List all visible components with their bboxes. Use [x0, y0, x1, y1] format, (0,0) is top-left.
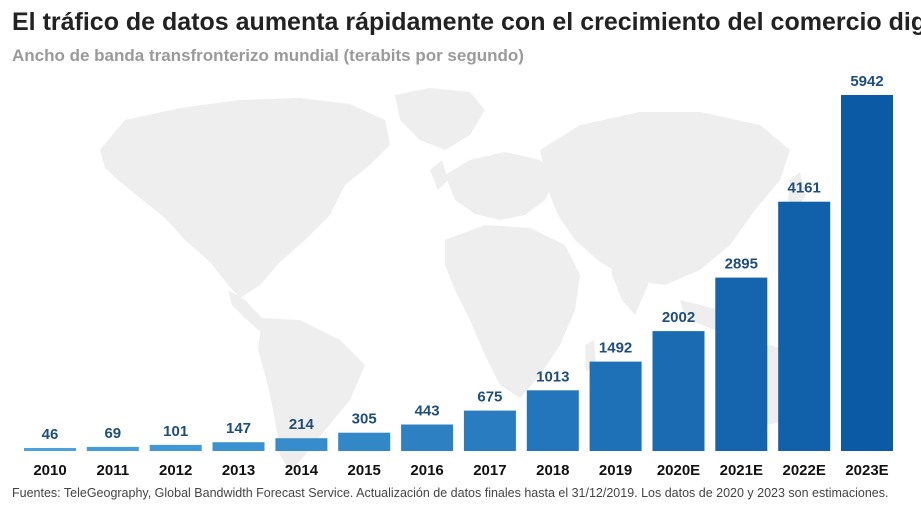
- tick-label-2013: 2013: [222, 462, 255, 479]
- bar-2012: [149, 444, 202, 451]
- tick-label-2021E: 2021E: [720, 462, 763, 479]
- bar-2016: [401, 424, 454, 451]
- bar-2014: [275, 438, 328, 451]
- chart-subtitle: Ancho de banda transfronterizo mundial (…: [12, 46, 524, 65]
- data-label-2011: 69: [104, 425, 121, 442]
- bar-2013: [212, 442, 265, 451]
- tick-label-2016: 2016: [410, 462, 443, 479]
- data-label-2010: 46: [42, 426, 59, 443]
- tick-label-2018: 2018: [536, 462, 569, 479]
- tick-label-2014: 2014: [285, 462, 319, 479]
- data-label-2015: 305: [352, 411, 377, 428]
- data-label-2017: 675: [477, 389, 502, 406]
- data-label-2014: 214: [289, 416, 315, 433]
- data-label-2012: 101: [163, 423, 188, 440]
- bar-2010: [24, 448, 76, 451]
- bar-series: 46 2010 69 2011 101 2012 147 2013 214 2014 305 2015…: [24, 73, 893, 479]
- bar-2015: [338, 432, 391, 451]
- data-label-2013: 147: [226, 420, 251, 437]
- data-label-2018: 1013: [536, 368, 569, 385]
- data-label-2022E: 4161: [788, 180, 821, 197]
- bar-2011: [86, 446, 139, 451]
- data-label-2021E: 2895: [725, 256, 758, 273]
- tick-label-2019: 2019: [599, 462, 632, 479]
- data-label-2016: 443: [415, 403, 440, 420]
- bar-2018: [526, 390, 579, 451]
- tick-label-2022E: 2022E: [783, 462, 826, 479]
- tick-label-2010: 2010: [33, 462, 66, 479]
- tick-label-2012: 2012: [159, 462, 192, 479]
- tick-label-2020E: 2020E: [657, 462, 700, 479]
- bar-2023E: [841, 95, 893, 451]
- data-label-2020E: 2002: [662, 309, 695, 326]
- tick-label-2011: 2011: [97, 462, 130, 479]
- bar-chart: 46 2010 69 2011 101 2012 147 2013 214 2014 305 2015…: [24, 73, 893, 479]
- bar-2021E: [715, 277, 768, 451]
- tick-label-2017: 2017: [473, 462, 506, 479]
- bar-2019: [589, 361, 642, 451]
- data-label-2019: 1492: [599, 340, 632, 357]
- bar-2022E: [778, 201, 831, 451]
- chart-title: El tráfico de datos aumenta rápidamente …: [12, 8, 921, 36]
- tick-label-2015: 2015: [348, 462, 381, 479]
- tick-label-2023E: 2023E: [845, 462, 888, 479]
- source-note: Fuentes: TeleGeography, Global Bandwidth…: [12, 486, 889, 500]
- bar-2020E: [652, 331, 705, 451]
- bar-2017: [463, 410, 516, 451]
- data-label-2023E: 5942: [850, 73, 883, 90]
